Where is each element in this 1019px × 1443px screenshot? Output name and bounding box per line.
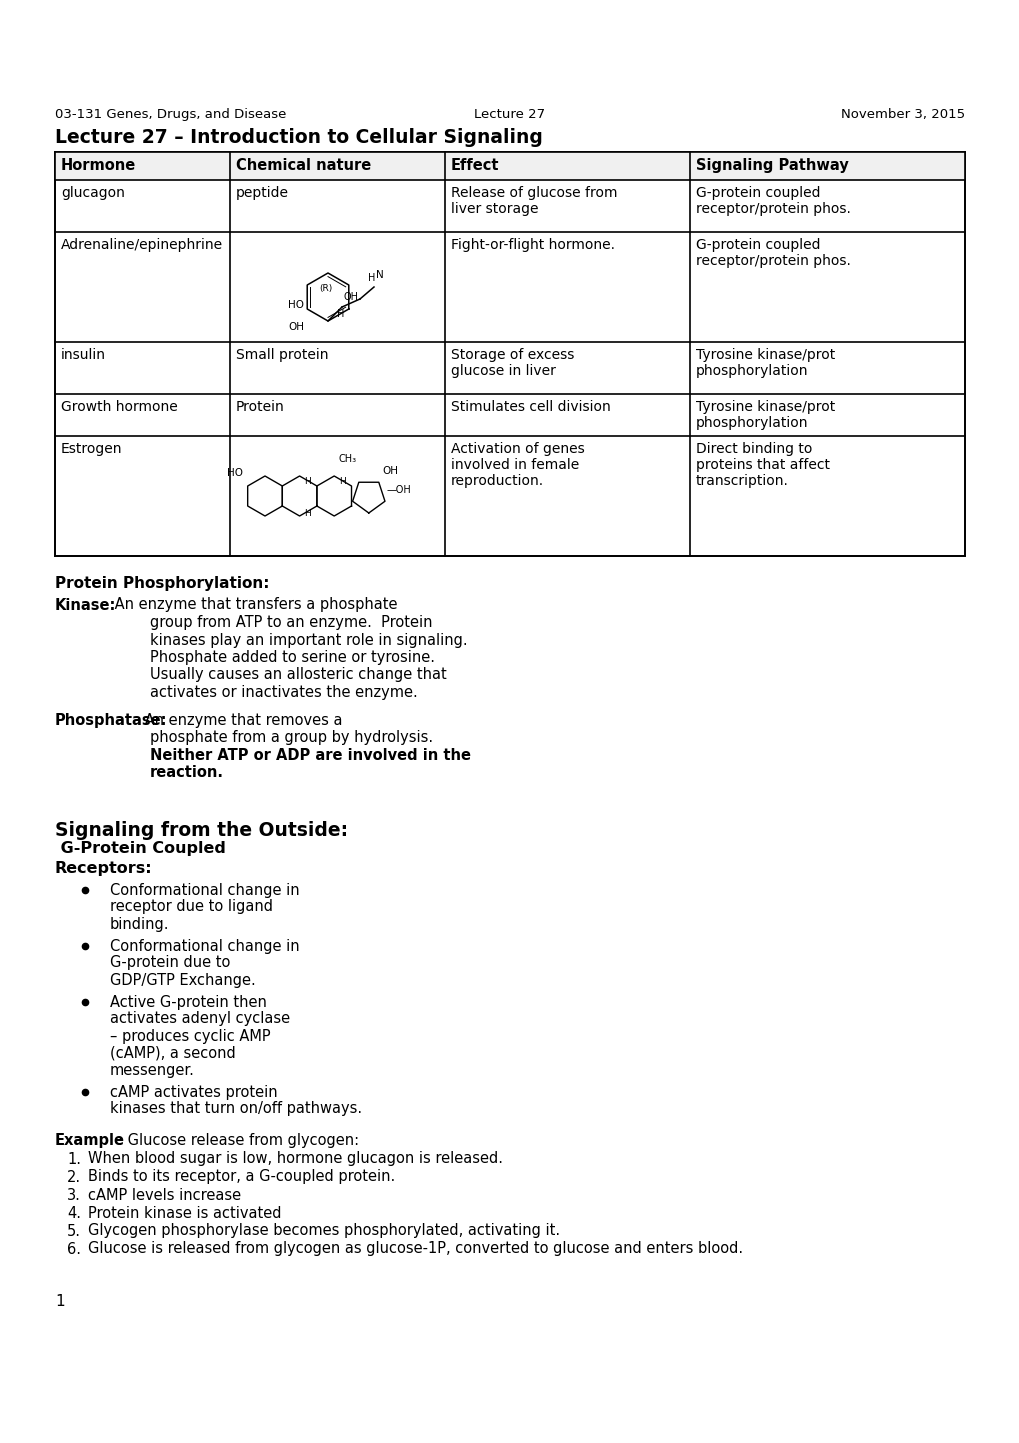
Text: Signaling from the Outside:: Signaling from the Outside: <box>55 821 347 840</box>
Text: 03-131 Genes, Drugs, and Disease: 03-131 Genes, Drugs, and Disease <box>55 108 286 121</box>
Text: Small protein: Small protein <box>235 348 328 362</box>
Text: Lecture 27 – Introduction to Cellular Signaling: Lecture 27 – Introduction to Cellular Si… <box>55 128 542 147</box>
Text: (cAMP), a second: (cAMP), a second <box>110 1046 235 1061</box>
Text: insulin: insulin <box>61 348 106 362</box>
Text: Receptors:: Receptors: <box>55 860 153 876</box>
Text: H: H <box>304 509 311 518</box>
Text: Usually causes an allosteric change that: Usually causes an allosteric change that <box>150 668 446 683</box>
Text: Direct binding to
proteins that affect
transcription.: Direct binding to proteins that affect t… <box>695 442 829 488</box>
Text: 4.: 4. <box>67 1205 81 1221</box>
Text: glucagon: glucagon <box>61 186 124 201</box>
Text: phosphate from a group by hydrolysis.: phosphate from a group by hydrolysis. <box>150 730 433 745</box>
Text: An enzyme that transfers a phosphate: An enzyme that transfers a phosphate <box>110 597 397 612</box>
Text: CH₃: CH₃ <box>338 455 356 465</box>
Text: Chemical nature: Chemical nature <box>235 157 371 173</box>
Text: activates or inactivates the enzyme.: activates or inactivates the enzyme. <box>150 685 418 700</box>
Text: 5.: 5. <box>67 1224 81 1238</box>
Text: Active G-protein then: Active G-protein then <box>110 994 267 1010</box>
Text: Fight-or-flight hormone.: Fight-or-flight hormone. <box>450 238 614 253</box>
Text: Release of glucose from
liver storage: Release of glucose from liver storage <box>450 186 616 216</box>
Text: Protein Phosphorylation:: Protein Phosphorylation: <box>55 576 269 592</box>
Text: Lecture 27: Lecture 27 <box>474 108 545 121</box>
Text: Activation of genes
involved in female
reproduction.: Activation of genes involved in female r… <box>450 442 584 488</box>
Text: An enzyme that removes a: An enzyme that removes a <box>140 713 342 727</box>
Text: kinases play an important role in signaling.: kinases play an important role in signal… <box>150 632 467 648</box>
Bar <box>55 152 964 556</box>
Text: receptor due to ligand: receptor due to ligand <box>110 899 273 915</box>
Text: Example: Example <box>55 1134 125 1149</box>
Text: (R): (R) <box>319 284 332 293</box>
Text: binding.: binding. <box>110 916 169 932</box>
Bar <box>55 152 964 180</box>
Text: kinases that turn on/off pathways.: kinases that turn on/off pathways. <box>110 1101 362 1117</box>
Text: Effect: Effect <box>450 157 499 173</box>
Text: Protein kinase is activated: Protein kinase is activated <box>88 1205 281 1221</box>
Text: Kinase:: Kinase: <box>55 597 116 612</box>
Text: Conformational change in: Conformational change in <box>110 938 300 954</box>
Text: Neither ATP or ADP are involved in the: Neither ATP or ADP are involved in the <box>150 747 471 762</box>
Text: cAMP activates protein: cAMP activates protein <box>110 1085 277 1100</box>
Text: 1.: 1. <box>67 1152 81 1166</box>
Text: 1: 1 <box>55 1294 64 1309</box>
Text: G-protein due to: G-protein due to <box>110 955 230 971</box>
Text: reaction.: reaction. <box>150 765 224 781</box>
Text: H: H <box>336 309 344 319</box>
Text: Conformational change in: Conformational change in <box>110 883 300 898</box>
Text: Hormone: Hormone <box>61 157 137 173</box>
Text: group from ATP to an enzyme.  Protein: group from ATP to an enzyme. Protein <box>150 615 432 631</box>
Text: Glycogen phosphorylase becomes phosphorylated, activating it.: Glycogen phosphorylase becomes phosphory… <box>88 1224 559 1238</box>
Text: G-protein coupled
receptor/protein phos.: G-protein coupled receptor/protein phos. <box>695 238 850 268</box>
Text: activates adenyl cyclase: activates adenyl cyclase <box>110 1012 289 1026</box>
Text: Glucose is released from glycogen as glucose-1P, converted to glucose and enters: Glucose is released from glycogen as glu… <box>88 1241 743 1257</box>
Text: HO: HO <box>287 300 304 310</box>
Text: Growth hormone: Growth hormone <box>61 400 177 414</box>
Text: When blood sugar is low, hormone glucagon is released.: When blood sugar is low, hormone glucago… <box>88 1152 502 1166</box>
Text: G-Protein Coupled: G-Protein Coupled <box>55 841 225 857</box>
Text: GDP/GTP Exchange.: GDP/GTP Exchange. <box>110 973 256 987</box>
Text: OH: OH <box>382 466 398 476</box>
Text: peptide: peptide <box>235 186 288 201</box>
Text: Phosphate added to serine or tyrosine.: Phosphate added to serine or tyrosine. <box>150 649 434 665</box>
Text: Phosphatase:: Phosphatase: <box>55 713 167 727</box>
Text: —OH: —OH <box>386 485 411 495</box>
Text: H: H <box>338 478 345 486</box>
Text: Tyrosine kinase/prot
phosphorylation: Tyrosine kinase/prot phosphorylation <box>695 348 835 378</box>
Text: Tyrosine kinase/prot
phosphorylation: Tyrosine kinase/prot phosphorylation <box>695 400 835 430</box>
Text: HO: HO <box>227 468 243 478</box>
Text: Signaling Pathway: Signaling Pathway <box>695 157 848 173</box>
Text: Adrenaline/epinephrine: Adrenaline/epinephrine <box>61 238 223 253</box>
Text: Protein: Protein <box>235 400 284 414</box>
Text: OH: OH <box>343 291 359 302</box>
Text: G-protein coupled
receptor/protein phos.: G-protein coupled receptor/protein phos. <box>695 186 850 216</box>
Text: Stimulates cell division: Stimulates cell division <box>450 400 610 414</box>
Text: 3.: 3. <box>67 1188 81 1202</box>
Text: cAMP levels increase: cAMP levels increase <box>88 1188 240 1202</box>
Text: N: N <box>376 270 383 280</box>
Text: November 3, 2015: November 3, 2015 <box>840 108 964 121</box>
Text: : Glucose release from glycogen:: : Glucose release from glycogen: <box>118 1134 359 1149</box>
Text: 6.: 6. <box>67 1241 81 1257</box>
Text: messenger.: messenger. <box>110 1062 195 1078</box>
Text: OH: OH <box>287 322 304 332</box>
Text: Estrogen: Estrogen <box>61 442 122 456</box>
Text: Storage of excess
glucose in liver: Storage of excess glucose in liver <box>450 348 574 378</box>
Text: – produces cyclic AMP: – produces cyclic AMP <box>110 1029 270 1043</box>
Text: H: H <box>368 273 375 283</box>
Text: Binds to its receptor, a G-coupled protein.: Binds to its receptor, a G-coupled prote… <box>88 1169 395 1185</box>
Text: H: H <box>304 478 311 486</box>
Text: 2.: 2. <box>67 1169 82 1185</box>
